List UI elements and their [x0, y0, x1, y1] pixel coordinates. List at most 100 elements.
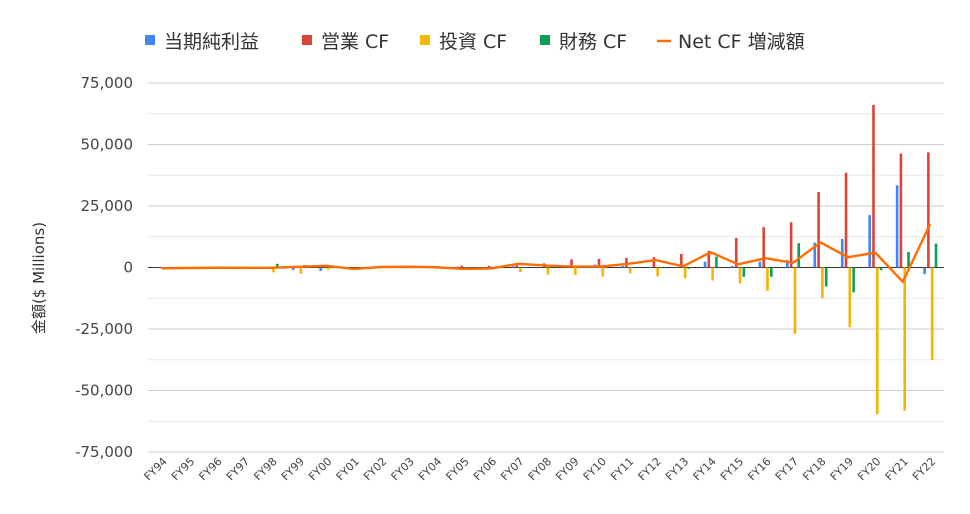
legend-swatch [302, 35, 312, 45]
legend-label: 投資 CF [439, 31, 507, 53]
bar [574, 267, 577, 275]
x-tick-label: FY95 [169, 455, 197, 483]
bar [456, 266, 460, 268]
x-axis-ticks: FY94 FY95 FY96 FY97 FY98 FY99 FY00 FY01 FY02 FY03… [142, 455, 939, 483]
bar [291, 267, 295, 270]
bar [687, 267, 691, 269]
bar [899, 153, 903, 268]
bar [738, 267, 742, 284]
bar [793, 267, 797, 334]
bar [703, 261, 707, 268]
x-tick-label: FY16 [745, 455, 773, 483]
bar [484, 267, 487, 268]
x-tick-label: FY18 [800, 455, 828, 483]
bar [711, 267, 714, 281]
bar [676, 266, 679, 268]
bar [460, 265, 464, 268]
bar [522, 267, 526, 269]
bar [519, 267, 522, 273]
x-tick-label: FY02 [361, 455, 389, 483]
legend-swatch [145, 35, 155, 45]
x-tick-label: FY13 [663, 455, 691, 483]
bar [766, 267, 769, 291]
bar [923, 267, 926, 275]
bar [330, 267, 334, 269]
bar [652, 257, 656, 268]
bar [927, 152, 930, 268]
bar [621, 265, 624, 268]
bar [769, 267, 773, 277]
legend-item: 財務 CF [540, 31, 627, 53]
bar [154, 267, 158, 269]
bar [327, 267, 330, 270]
x-tick-label: FY10 [581, 455, 609, 483]
bar [601, 267, 605, 277]
legend-label: 当期純利益 [164, 31, 259, 53]
bar [758, 261, 762, 268]
bar [299, 267, 303, 274]
x-tick-label: FY09 [553, 455, 581, 483]
bar [734, 237, 738, 268]
bar [648, 266, 652, 268]
bar [487, 265, 491, 268]
x-tick-label: FY04 [416, 455, 444, 483]
x-tick-label: FY21 [883, 455, 911, 483]
bar [539, 267, 542, 269]
bar [872, 104, 875, 268]
bar [895, 185, 899, 268]
x-tick-label: FY94 [142, 455, 170, 483]
x-tick-label: FY19 [828, 455, 856, 483]
bar [868, 215, 871, 268]
line-marks [161, 223, 932, 283]
x-tick-label: FY03 [389, 455, 417, 483]
legend-item: 営業 CF [302, 31, 389, 53]
bar [577, 267, 581, 269]
bar [907, 252, 910, 268]
bar [550, 267, 553, 269]
y-tick-label: 75,000 [81, 74, 134, 92]
bar [319, 267, 323, 271]
bar [848, 267, 852, 328]
bar [275, 263, 279, 268]
grid [148, 82, 944, 453]
bar [715, 256, 718, 268]
x-tick-label: FY15 [718, 455, 746, 483]
bar [625, 257, 628, 268]
x-tick-label: FY22 [910, 455, 938, 483]
x-tick-label: FY20 [855, 455, 883, 483]
bar [824, 267, 828, 287]
bar [844, 172, 848, 268]
bar [323, 267, 326, 269]
x-tick-label: FY96 [196, 455, 224, 483]
legend-label: 財務 CF [559, 31, 627, 53]
bar [272, 267, 275, 273]
y-tick-label: -50,000 [75, 382, 133, 400]
bar [762, 227, 765, 268]
legend-item: 投資 CF [420, 31, 507, 53]
bar [632, 267, 636, 269]
legend: 当期純利益 営業 CF 投資 CF 財務 CF Net CF 増減額 [145, 31, 805, 53]
bar [797, 243, 801, 268]
bar [852, 267, 855, 293]
y-axis-label: 金額($ Millions) [30, 222, 48, 334]
bar [742, 267, 746, 277]
y-tick-label: 0 [123, 259, 133, 277]
y-tick-label: -75,000 [75, 443, 133, 461]
y-tick-label: 50,000 [81, 136, 134, 154]
bar [817, 191, 820, 268]
bar [875, 267, 879, 415]
legend-label: Net CF 増減額 [678, 31, 805, 53]
bar [934, 243, 938, 268]
x-tick-label: FY06 [471, 455, 499, 483]
legend-item: Net CF 増減額 [657, 31, 805, 53]
x-tick-label: FY14 [690, 455, 718, 483]
bar [789, 222, 793, 268]
bar [656, 267, 659, 277]
bar [879, 267, 883, 271]
x-tick-label: FY05 [443, 455, 471, 483]
x-tick-label: FY08 [526, 455, 554, 483]
bar-marks [154, 104, 938, 415]
x-tick-label: FY12 [636, 455, 664, 483]
bar [597, 258, 601, 268]
bar [903, 267, 907, 411]
